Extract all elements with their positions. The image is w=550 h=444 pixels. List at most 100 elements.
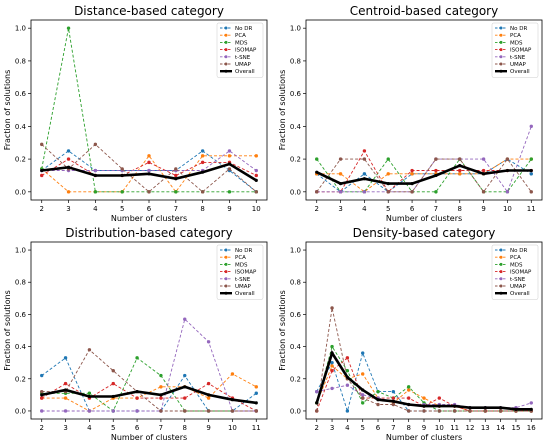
x-tick-label: 3 <box>338 205 342 213</box>
series-mds <box>40 356 258 413</box>
data-point <box>93 190 98 194</box>
chart-title: Density-based category <box>353 226 496 240</box>
data-point <box>386 190 390 194</box>
data-point <box>483 409 487 413</box>
data-point <box>254 401 258 405</box>
legend-label: No DR <box>510 248 527 254</box>
data-point <box>111 369 115 373</box>
data-point <box>183 396 187 400</box>
y-tick-label: 0.2 <box>290 156 301 164</box>
x-tick-label: 2 <box>314 205 318 213</box>
x-tick-label: 3 <box>63 424 67 432</box>
legend-marker <box>224 69 228 73</box>
data-point <box>206 396 211 400</box>
data-point <box>330 369 334 373</box>
legend-marker <box>224 277 228 281</box>
x-tick-label: 6 <box>147 205 152 213</box>
data-point <box>40 142 44 147</box>
data-point <box>330 360 334 365</box>
x-tick-label: 6 <box>135 424 140 432</box>
x-tick-label: 12 <box>466 424 475 432</box>
y-axis-label: Fraction of solutions <box>278 290 287 371</box>
data-point <box>529 190 533 194</box>
series-line <box>316 158 532 193</box>
legend-label: UMAP <box>235 62 252 68</box>
x-tick-label: 8 <box>458 205 462 213</box>
y-tick-label: 0.4 <box>290 123 302 131</box>
data-point <box>63 356 68 360</box>
x-tick-label: 6 <box>410 205 415 213</box>
data-point <box>330 344 334 349</box>
series-umap <box>40 348 258 413</box>
data-point <box>330 364 334 368</box>
data-point <box>206 393 211 397</box>
x-tick-label: 4 <box>87 424 92 432</box>
data-point <box>63 388 68 392</box>
data-point <box>386 182 390 186</box>
legend-marker <box>224 26 228 30</box>
data-point <box>135 356 139 360</box>
y-tick-label: 0.2 <box>15 156 26 164</box>
data-point <box>183 317 187 321</box>
data-point <box>183 409 187 413</box>
legend-label: Overall <box>235 291 255 297</box>
data-point <box>514 407 518 411</box>
data-point <box>481 172 486 176</box>
x-tick-label: 3 <box>66 205 70 213</box>
data-point <box>391 396 396 400</box>
data-point <box>376 389 380 394</box>
chart-title: Centroid-based category <box>350 4 498 18</box>
data-point <box>200 160 205 165</box>
y-tick-label: 0.2 <box>290 375 301 383</box>
y-tick-label: 0.8 <box>290 57 301 65</box>
data-point <box>66 26 71 30</box>
data-point <box>111 381 115 386</box>
data-point <box>120 190 124 194</box>
legend-marker <box>224 48 228 52</box>
series-line <box>316 164 532 185</box>
y-tick-label: 1.0 <box>15 25 26 33</box>
data-point <box>66 157 71 161</box>
legend-marker <box>224 255 228 259</box>
data-point <box>159 373 163 378</box>
data-point <box>159 409 163 413</box>
data-point <box>200 154 205 158</box>
data-point <box>529 157 533 161</box>
legend-marker <box>499 69 503 73</box>
legend-label: PCA <box>510 33 521 39</box>
legend-marker <box>499 248 503 252</box>
data-point <box>230 398 235 402</box>
y-tick-label: 1.0 <box>290 25 301 33</box>
data-point <box>120 173 124 178</box>
legend-marker <box>224 55 228 59</box>
data-point <box>254 173 258 178</box>
legend-marker <box>499 48 503 52</box>
data-point <box>200 190 205 194</box>
data-point <box>422 409 426 413</box>
x-tick-label: 5 <box>120 205 124 213</box>
data-point <box>111 394 115 399</box>
x-tick-label: 9 <box>206 424 210 432</box>
data-point <box>345 369 350 373</box>
data-point <box>206 340 211 344</box>
data-point <box>227 149 232 153</box>
x-axis-label: Number of clusters <box>111 433 187 442</box>
legend-label: Overall <box>510 69 530 75</box>
data-point <box>254 190 258 194</box>
data-point <box>40 168 44 173</box>
legend-marker <box>499 55 503 59</box>
series-line <box>41 385 257 405</box>
data-point <box>230 372 235 376</box>
data-point <box>361 388 365 392</box>
data-point <box>254 168 258 173</box>
legend-label: Overall <box>510 291 530 297</box>
data-point <box>254 154 258 158</box>
data-point <box>66 190 71 194</box>
x-tick-label: 7 <box>391 424 395 432</box>
y-tick-label: 0.8 <box>15 279 26 287</box>
data-point <box>410 190 414 194</box>
x-tick-label: 8 <box>200 205 204 213</box>
data-point <box>468 406 472 410</box>
data-point <box>63 396 68 400</box>
